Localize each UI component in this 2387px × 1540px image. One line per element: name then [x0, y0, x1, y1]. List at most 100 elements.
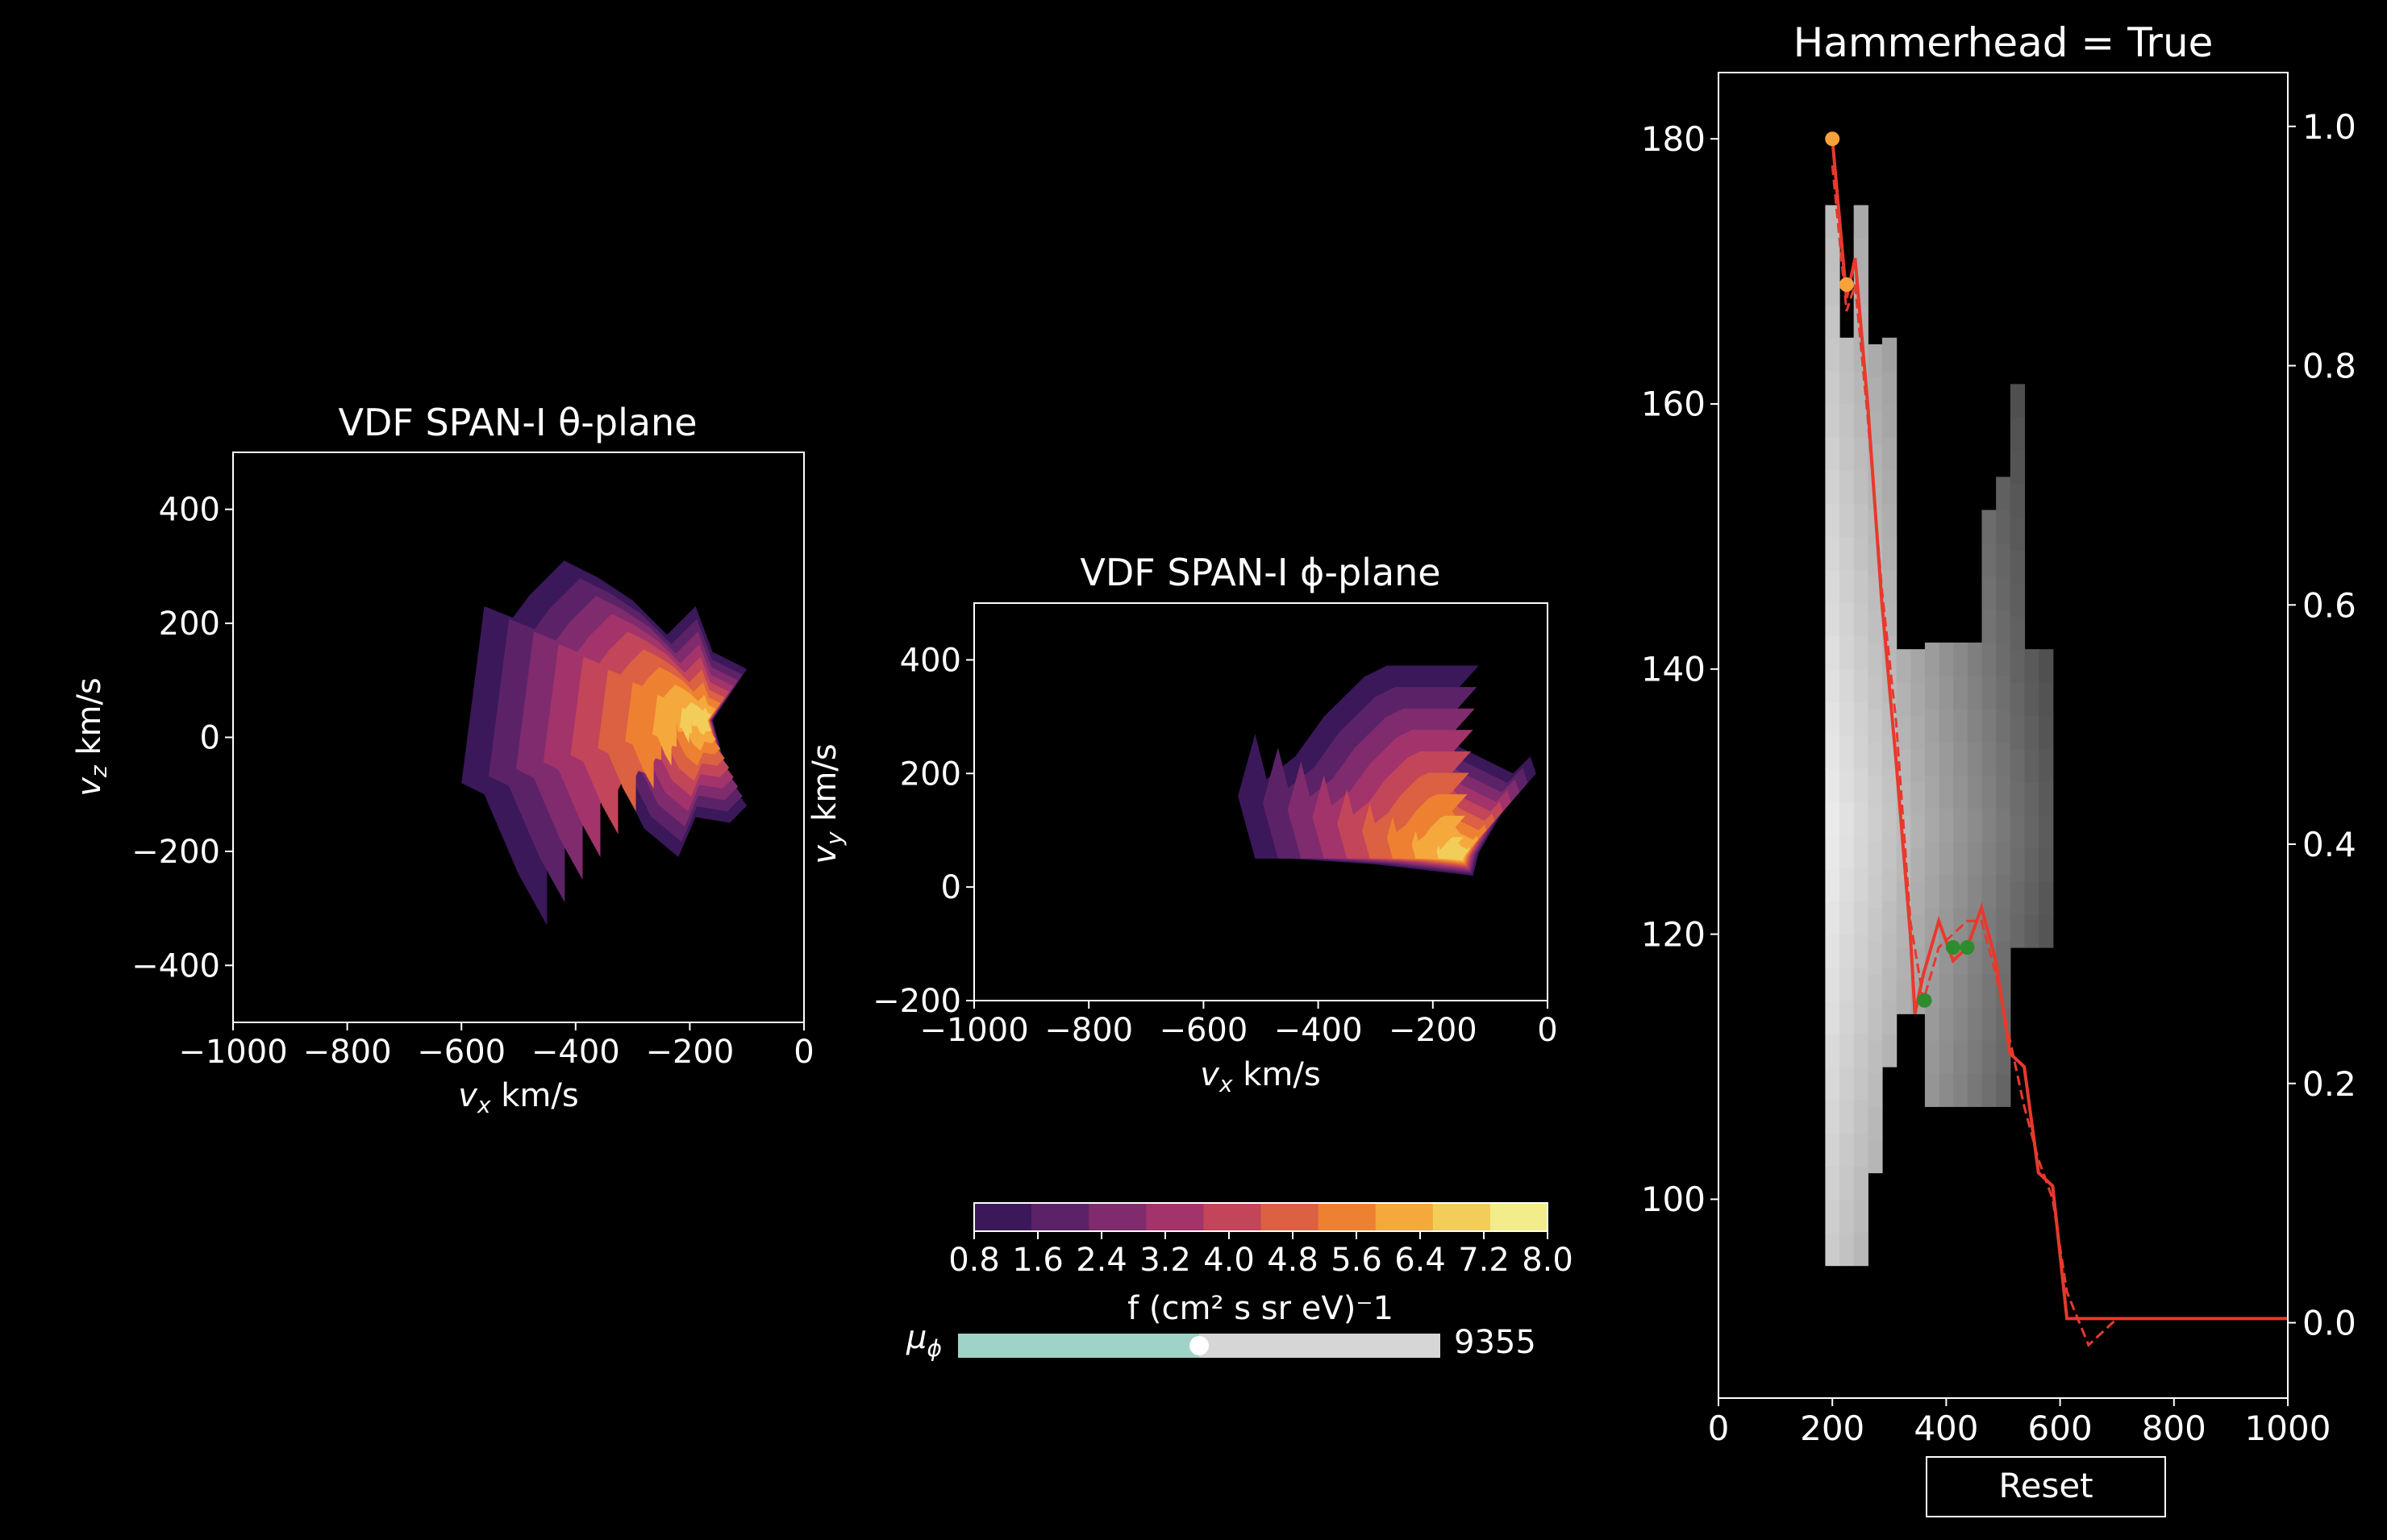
- heatmap-cell: [1853, 205, 1868, 239]
- heatmap-cell: [1896, 914, 1911, 948]
- heatmap-cell: [1839, 801, 1855, 835]
- heatmap-cell: [1996, 576, 2011, 610]
- y-tick-label: 140: [1641, 650, 1706, 689]
- heatmap-cell: [1839, 668, 1855, 703]
- x-tick-label: 0: [1708, 1409, 1730, 1448]
- heatmap-cell: [1939, 1040, 1954, 1074]
- heatmap-cell: [1825, 503, 1840, 537]
- x-tick-label: −800: [303, 1034, 392, 1071]
- heatmap-cell: [1868, 1007, 1883, 1041]
- heatmap-cell: [1910, 682, 1926, 716]
- colorbar-cell: [1031, 1203, 1089, 1231]
- slider-handle[interactable]: [1189, 1336, 1209, 1355]
- heatmap-cell: [1839, 701, 1855, 736]
- reset-button[interactable]: Reset: [1926, 1456, 2166, 1517]
- phi-plane-x-label: vx km/s: [1200, 1056, 1320, 1097]
- heatmap-cell: [1825, 967, 1840, 1001]
- heatmap-cell: [1839, 437, 1855, 471]
- heatmap-cell: [1953, 1040, 1968, 1074]
- heatmap-cell: [1839, 635, 1855, 670]
- y-tick-label: 200: [900, 755, 961, 793]
- heatmap-cell: [1939, 973, 1954, 1008]
- heatmap-cell: [1881, 602, 1898, 637]
- heatmap-cell: [1939, 709, 1954, 743]
- hammerhead-y-ticks: 100 120 140 160 180: [1641, 119, 1718, 1219]
- heatmap-cell: [1825, 1232, 1840, 1267]
- heatmap-cell: [1825, 768, 1840, 802]
- mu-phi-slider[interactable]: μϕ 9355: [906, 1319, 1536, 1362]
- heatmap-cell: [1853, 536, 1868, 571]
- colorbar-cell: [1146, 1203, 1204, 1231]
- heatmap-cell: [1839, 835, 1855, 868]
- heatmap-cell: [1967, 1007, 1983, 1041]
- hammerhead-title: Hammerhead = True: [1793, 19, 2214, 66]
- heatmap-cell: [1967, 642, 1983, 676]
- hammerhead-panel: Hammerhead = True 0 200 400 600 800 1000 1001…: [1641, 19, 2356, 1448]
- heatmap-cell: [1868, 609, 1883, 643]
- heatmap-cell: [1868, 1040, 1883, 1074]
- heatmap-cell: [1853, 1100, 1868, 1134]
- heatmap-cell: [2010, 450, 2026, 485]
- hammerhead-heatmap: [1825, 205, 2054, 1267]
- x-tick-label: 800: [2142, 1409, 2206, 1448]
- hammerhead-y2-ticks: 0.0 0.2 0.4 0.6 0.8 1.0: [2288, 107, 2356, 1343]
- heatmap-cell: [1853, 1133, 1868, 1167]
- y-tick-label: 100: [1641, 1180, 1706, 1219]
- heatmap-cell: [1825, 1199, 1840, 1234]
- contour-level-8: [1436, 837, 1470, 861]
- heatmap-cell: [1839, 569, 1855, 604]
- heatmap-cell: [1868, 1106, 1883, 1141]
- heatmap-cell: [1967, 808, 1983, 843]
- colorbar-cells: [974, 1203, 1548, 1231]
- heatmap-cell: [2010, 582, 2026, 617]
- hammerhead-points: [1825, 131, 1975, 1008]
- heatmap-cell: [1910, 880, 1926, 915]
- heatmap-cell: [1953, 973, 1968, 1008]
- heatmap-cell: [1853, 701, 1868, 736]
- heatmap-cell: [1853, 768, 1868, 802]
- heatmap-cell: [1868, 907, 1883, 942]
- x-tick-label: 200: [1800, 1409, 1864, 1448]
- heatmap-cell: [1853, 470, 1868, 504]
- heatmap-cell: [1996, 1073, 2011, 1107]
- heatmap-cell: [1839, 934, 1855, 968]
- heatmap-cell: [1825, 1166, 1840, 1200]
- heatmap-cell: [1910, 781, 1926, 816]
- x-tick-label: 400: [1914, 1409, 1978, 1448]
- heatmap-cell: [1839, 1033, 1855, 1068]
- heatmap-cell: [2024, 748, 2039, 783]
- heatmap-cell: [1853, 934, 1868, 968]
- theta-plane-x-ticks: −1000 −800 −600 −400 −200 0: [178, 1022, 814, 1071]
- heatmap-cell: [2010, 880, 2026, 915]
- heatmap-cell: [2010, 682, 2026, 716]
- y-tick-label: −400: [131, 947, 220, 984]
- heatmap-cell: [1853, 735, 1868, 769]
- heatmap-cell: [1896, 682, 1911, 716]
- colorbar-frame: [973, 1202, 1548, 1232]
- y2-tick-label: 0.6: [2302, 585, 2356, 625]
- y-tick-label: 160: [1641, 385, 1706, 424]
- heatmap-cell: [1868, 344, 1883, 378]
- heatmap-cell: [2010, 549, 2026, 584]
- x-tick-label: −800: [1044, 1012, 1133, 1049]
- heatmap-cell: [1981, 742, 1997, 776]
- heatmap-cell: [1910, 715, 1926, 750]
- heatmap-cell: [1839, 470, 1855, 504]
- y-tick-label: 0: [941, 869, 961, 906]
- heatmap-cell: [1881, 967, 1898, 1001]
- heatmap-cell: [1868, 775, 1883, 810]
- theta-plane-contours: [461, 560, 748, 926]
- colorbar-tick-label: 6.4: [1394, 1242, 1446, 1279]
- heatmap-cell: [1853, 635, 1868, 670]
- heatmap-cell: [2039, 880, 2054, 915]
- heatmap-cell: [1825, 337, 1840, 372]
- heatmap-cell: [2010, 781, 2026, 816]
- colorbar-cell: [1318, 1203, 1377, 1231]
- y2-tick-label: 0.0: [2302, 1304, 2356, 1343]
- heatmap-cell: [1868, 841, 1883, 876]
- heatmap-cell: [1881, 437, 1898, 471]
- colorbar-label: f (cm² s sr eV)⁻1: [1127, 1290, 1393, 1327]
- colorbar-cell: [1089, 1203, 1147, 1231]
- colorbar-ticks: 0.8 1.6 2.4 3.2 4.0 4.8 5.6 6.4 7.2 8.0: [948, 1231, 1573, 1279]
- heatmap-cell: [1967, 742, 1983, 776]
